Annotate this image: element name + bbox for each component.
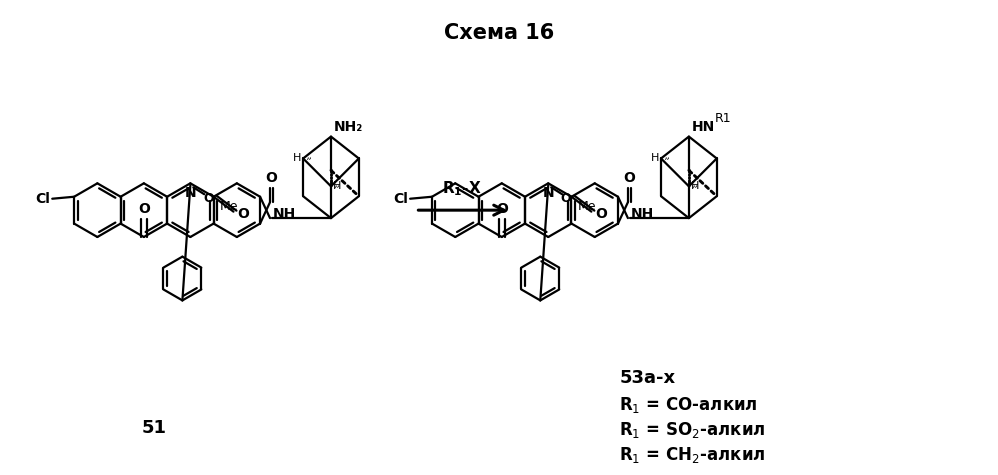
Text: R$_1$ = CO-алкил: R$_1$ = CO-алкил <box>620 395 758 415</box>
Text: N: N <box>543 186 554 200</box>
Text: 51: 51 <box>142 419 167 437</box>
Text: ,,: ,, <box>665 152 672 162</box>
Text: Схема 16: Схема 16 <box>444 23 554 43</box>
Text: NH: NH <box>273 207 296 221</box>
Text: R$_1$ = SO$_2$-алкил: R$_1$ = SO$_2$-алкил <box>620 420 765 440</box>
Text: O: O <box>203 192 214 205</box>
Text: $\mathbf{R_1}$-X: $\mathbf{R_1}$-X <box>442 180 482 198</box>
Text: O: O <box>138 202 150 216</box>
Text: O: O <box>624 171 636 185</box>
Text: Me: Me <box>221 200 239 213</box>
Text: Cl: Cl <box>393 192 408 206</box>
Text: NH: NH <box>631 207 654 221</box>
Text: H: H <box>691 181 700 191</box>
Text: 53а-х: 53а-х <box>620 369 676 387</box>
Text: O: O <box>496 202 508 216</box>
Text: Cl: Cl <box>35 192 50 206</box>
Text: H: H <box>292 153 301 163</box>
Text: R1: R1 <box>715 112 732 124</box>
Text: H: H <box>333 181 341 191</box>
Text: O: O <box>561 192 572 205</box>
Text: H: H <box>651 153 659 163</box>
Text: N: N <box>185 186 197 200</box>
Text: Me: Me <box>578 200 597 213</box>
Text: ,,: ,, <box>307 152 313 162</box>
Text: HN: HN <box>692 120 716 133</box>
Text: O: O <box>238 207 250 221</box>
Text: ,,: ,, <box>693 180 700 190</box>
Text: R$_1$ = CH$_2$-алкил: R$_1$ = CH$_2$-алкил <box>620 445 765 465</box>
Text: O: O <box>596 207 607 221</box>
Text: ,,: ,, <box>335 180 341 190</box>
Text: NH₂: NH₂ <box>334 120 363 133</box>
Text: O: O <box>265 171 277 185</box>
